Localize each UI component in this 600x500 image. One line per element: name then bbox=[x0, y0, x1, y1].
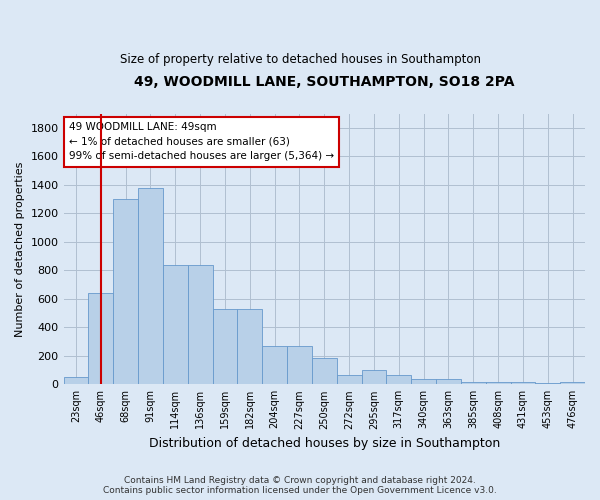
Bar bbox=[337, 375, 362, 384]
Bar bbox=[163, 264, 188, 384]
Bar bbox=[238, 309, 262, 384]
Bar bbox=[386, 375, 411, 384]
Title: 49, WOODMILL LANE, SOUTHAMPTON, SO18 2PA: 49, WOODMILL LANE, SOUTHAMPTON, SO18 2PA bbox=[134, 75, 515, 89]
Text: 49 WOODMILL LANE: 49sqm
← 1% of detached houses are smaller (63)
99% of semi-det: 49 WOODMILL LANE: 49sqm ← 1% of detached… bbox=[69, 122, 334, 162]
Bar bbox=[312, 358, 337, 384]
Bar bbox=[212, 309, 238, 384]
Y-axis label: Number of detached properties: Number of detached properties bbox=[15, 162, 25, 336]
Bar bbox=[262, 346, 287, 385]
Bar bbox=[188, 264, 212, 384]
Bar bbox=[511, 382, 535, 384]
Text: Contains HM Land Registry data © Crown copyright and database right 2024.
Contai: Contains HM Land Registry data © Crown c… bbox=[103, 476, 497, 495]
Bar bbox=[461, 382, 485, 384]
Bar bbox=[560, 382, 585, 384]
Bar bbox=[287, 346, 312, 385]
Bar bbox=[113, 199, 138, 384]
Bar bbox=[138, 188, 163, 384]
Bar bbox=[64, 377, 88, 384]
Bar bbox=[485, 382, 511, 384]
Bar bbox=[411, 380, 436, 384]
Bar bbox=[436, 380, 461, 384]
X-axis label: Distribution of detached houses by size in Southampton: Distribution of detached houses by size … bbox=[149, 437, 500, 450]
Bar bbox=[535, 383, 560, 384]
Bar bbox=[362, 370, 386, 384]
Text: Size of property relative to detached houses in Southampton: Size of property relative to detached ho… bbox=[119, 52, 481, 66]
Bar bbox=[88, 293, 113, 384]
